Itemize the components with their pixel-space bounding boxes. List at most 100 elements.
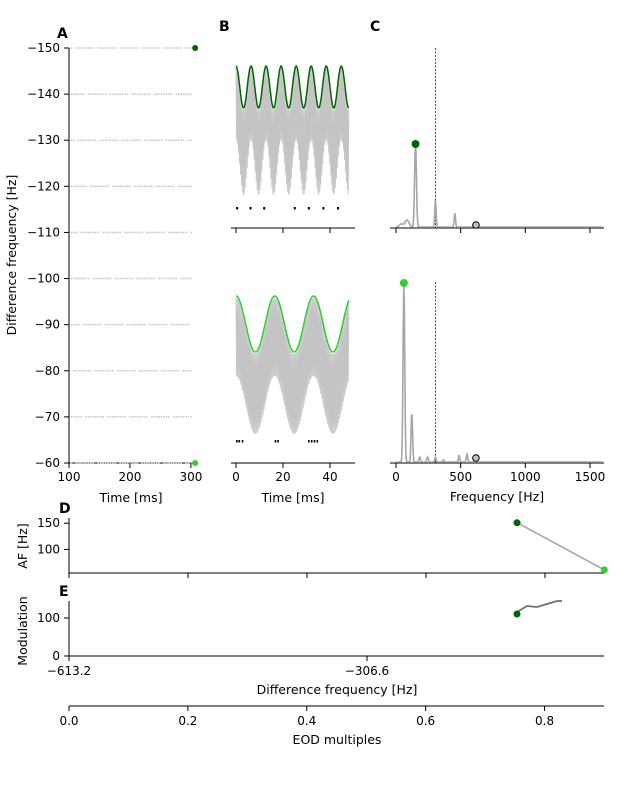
spike-dot: [97, 93, 100, 96]
spike-dot: [175, 415, 178, 418]
panel-c-xtick-label: 500: [449, 470, 472, 484]
spike-dot: [72, 231, 75, 234]
spike-dot: [94, 93, 97, 96]
panel-a-ytick-label: −70: [35, 410, 60, 424]
power-spectrum-bottom: [396, 286, 603, 463]
spike-dot: [99, 185, 102, 188]
spike-dot: [85, 415, 87, 418]
spike-dot: [119, 185, 122, 188]
spike-dot: [155, 231, 158, 234]
spike-dot: [165, 139, 168, 142]
spike-dot: [70, 415, 73, 418]
spike-dot: [131, 415, 134, 418]
spike-dot: [82, 47, 85, 49]
spike-dot: [185, 93, 187, 96]
spike-dot: [119, 47, 122, 49]
eod-tick-label: 0.4: [297, 714, 316, 728]
spike-dot: [160, 277, 163, 280]
spike-dot: [82, 93, 85, 96]
spike-dot: [148, 47, 151, 49]
highlight-point-light: [192, 460, 199, 466]
panel-a-ytick-label: −150: [27, 41, 60, 55]
spike-dot: [170, 323, 173, 326]
spike-dot: [90, 415, 92, 418]
spike-dot: [187, 139, 190, 142]
spike-dot: [94, 415, 97, 418]
spike-dot: [114, 93, 117, 96]
spike-dot: [82, 139, 85, 142]
spike-dot: [121, 415, 124, 418]
spike-dot: [126, 277, 129, 280]
spike-dot: [146, 462, 148, 464]
spike-dot: [155, 415, 158, 418]
spike-dot: [170, 139, 173, 142]
spike-dot: [150, 139, 153, 142]
spike-dot: [185, 185, 187, 188]
spike-dot: [129, 369, 131, 372]
spike-dot: [155, 369, 158, 372]
spike-dot: [102, 231, 105, 234]
spike-dot: [75, 415, 78, 418]
spike-dot: [92, 231, 95, 234]
spike-marker: [241, 440, 244, 443]
spike-dot: [141, 185, 144, 188]
spike-dot: [94, 139, 97, 142]
spike-dot: [107, 277, 109, 280]
spike-dot: [158, 139, 161, 142]
spike-dot: [124, 185, 126, 188]
spike-dot: [185, 277, 187, 280]
spike-dot: [168, 185, 170, 188]
spike-dot: [97, 231, 100, 234]
spike-dot: [158, 185, 161, 188]
spike-dot: [170, 47, 173, 49]
spike-dot: [75, 369, 78, 372]
power-spectrum-top: [396, 144, 603, 228]
spike-dot: [138, 139, 141, 142]
spike-dot: [82, 185, 85, 188]
spike-dot: [190, 139, 192, 142]
spike-dot: [109, 369, 112, 372]
spike-dot: [109, 323, 112, 326]
spike-dot: [187, 369, 190, 372]
panel-b-xtick-label: 20: [275, 470, 290, 484]
spike-dot: [138, 231, 141, 234]
spike-dot: [111, 47, 114, 49]
panel-a-ytick-label: −110: [27, 225, 60, 239]
spike-dot: [80, 277, 83, 280]
spike-dot: [160, 185, 163, 188]
spike-dot: [168, 369, 170, 372]
spike-dot: [111, 369, 114, 372]
spike-marker: [238, 440, 241, 443]
spike-dot: [133, 47, 136, 49]
spike-dot: [165, 47, 168, 49]
spike-dot: [104, 369, 107, 372]
spike-dot: [131, 231, 134, 234]
spike-dot: [148, 277, 151, 280]
spike-dot: [75, 231, 78, 234]
spike-dot: [77, 47, 80, 49]
spike-dot: [165, 415, 168, 418]
spike-dot: [119, 369, 122, 372]
spike-dot: [116, 139, 119, 142]
spike-dot: [160, 415, 163, 418]
spike-dot: [99, 93, 102, 96]
panel-a-ytick-label: −130: [27, 133, 60, 147]
spike-dot: [141, 277, 144, 280]
spike-dot: [90, 93, 92, 96]
spike-dot: [148, 185, 151, 188]
panel-a-ytick-label: −90: [35, 318, 60, 332]
spike-dot: [172, 369, 175, 372]
spike-dot: [177, 462, 180, 464]
spike-dot: [94, 185, 97, 188]
spike-dot: [87, 93, 90, 96]
spike-dot: [75, 185, 78, 188]
panel-b-xtick-label: 0: [232, 470, 240, 484]
spike-dot: [104, 462, 107, 464]
spike-dot: [70, 93, 73, 96]
spike-dot: [129, 231, 131, 234]
spike-dot: [175, 277, 178, 280]
panel-label-b: B: [219, 19, 230, 35]
spike-dot: [172, 462, 175, 464]
spike-dot: [138, 277, 141, 280]
spike-dot: [92, 139, 95, 142]
